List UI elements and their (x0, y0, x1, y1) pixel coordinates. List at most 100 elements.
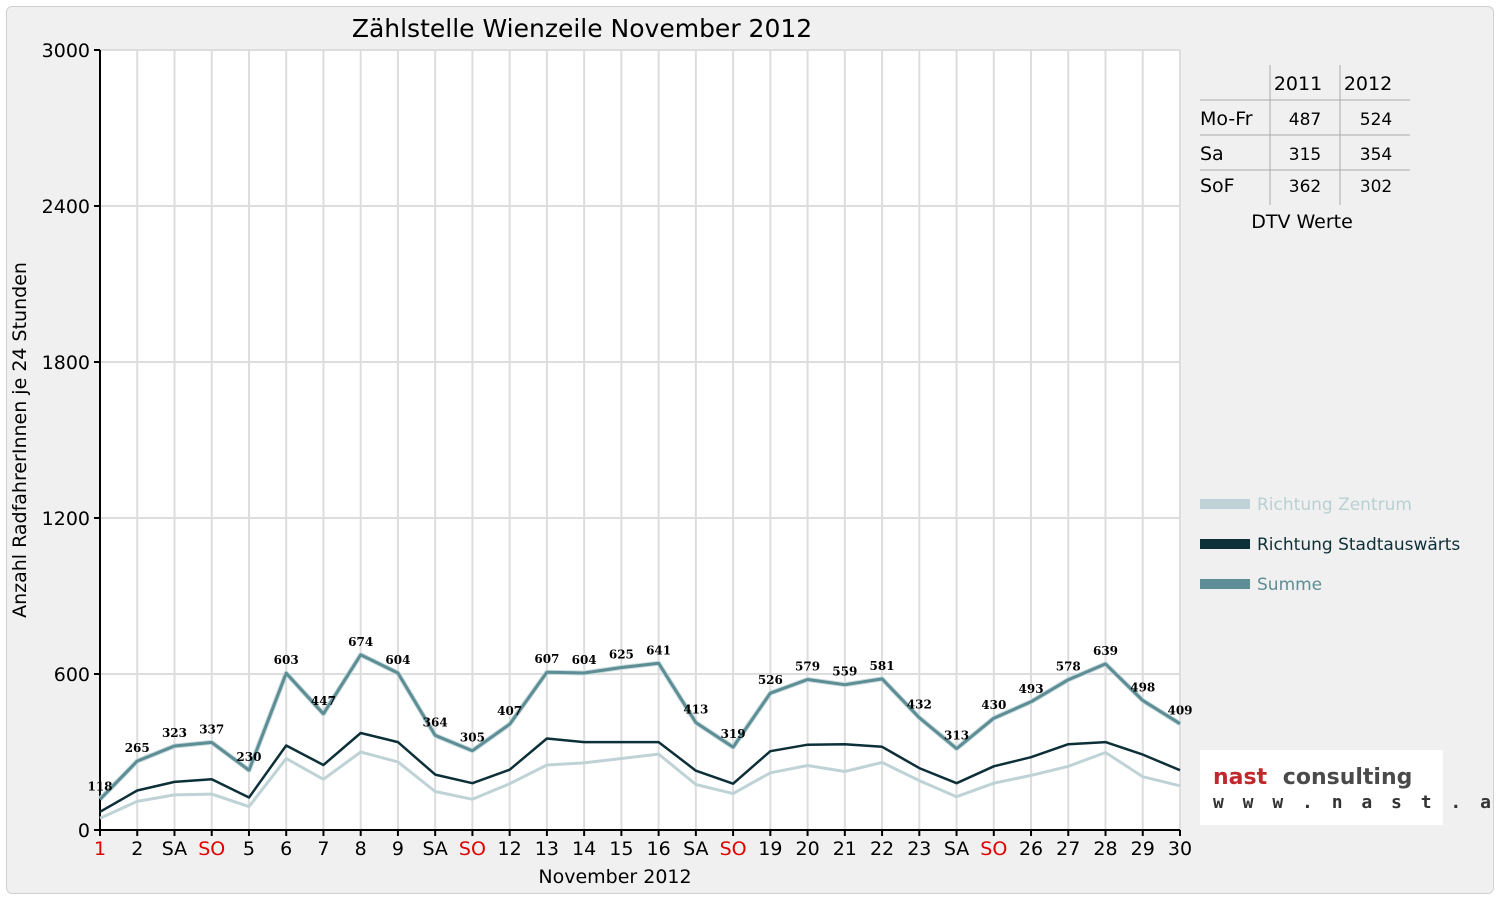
x-tick-label: 23 (907, 838, 931, 860)
data-label: 604 (385, 653, 410, 667)
x-tick-label: 6 (280, 838, 292, 860)
y-tick-label: 1800 (42, 352, 90, 374)
series-line-2 (99, 731, 1181, 813)
data-label: 607 (534, 652, 559, 666)
x-tick-label: SO (720, 838, 747, 860)
x-tick-label: SA (162, 838, 187, 860)
x-tick-label: 21 (833, 838, 857, 860)
nast-consulting-logo: nast consulting w w w . n a s t . a t (1200, 750, 1500, 825)
dtv-col-2011: 2011 (1274, 73, 1322, 95)
x-tick-label: 12 (498, 838, 522, 860)
series-lines (98, 652, 1182, 820)
dtv-cell: 487 (1289, 110, 1321, 130)
legend-swatch (1200, 579, 1250, 589)
dtv-row-label: Sa (1200, 143, 1224, 165)
x-tick-label: 8 (355, 838, 367, 860)
legend-label: Richtung Zentrum (1257, 495, 1412, 515)
dtv-table: 2011 2012 Mo-Fr 487 524 Sa 315 354 SoF 3… (1200, 65, 1410, 233)
x-tick-label: 30 (1168, 838, 1192, 860)
x-tick-label: SA (944, 838, 969, 860)
dtv-col-2012: 2012 (1344, 73, 1392, 95)
logo-word-consulting: consulting (1283, 765, 1413, 790)
data-label: 313 (944, 729, 969, 743)
data-label: 498 (1130, 681, 1155, 695)
data-label: 641 (646, 643, 671, 657)
x-tick-label: 13 (535, 838, 559, 860)
data-label: 447 (311, 694, 336, 708)
data-label: 337 (199, 722, 224, 736)
dtv-row-label: Mo-Fr (1200, 108, 1253, 130)
data-label: 409 (1167, 704, 1192, 718)
data-label: 493 (1019, 682, 1044, 696)
x-tick-label: 28 (1093, 838, 1117, 860)
dtv-cell: 302 (1360, 177, 1392, 197)
dtv-caption: DTV Werte (1251, 211, 1353, 233)
x-tick-label: 29 (1131, 838, 1155, 860)
x-tick-label: 19 (758, 838, 782, 860)
chart-title: Zählstelle Wienzeile November 2012 (352, 14, 812, 43)
x-tick-label: SO (198, 838, 225, 860)
legend-label: Richtung Stadtauswärts (1257, 535, 1460, 555)
x-axis-label: November 2012 (538, 866, 691, 888)
data-label: 364 (423, 715, 448, 729)
x-tick-label: 5 (243, 838, 255, 860)
data-label: 319 (721, 727, 746, 741)
series-line-1 (99, 750, 1181, 820)
data-label: 432 (907, 698, 932, 712)
legend-label: Summe (1257, 575, 1322, 595)
y-axis-label: Anzahl RadfahrerInnen je 24 Stunden (9, 262, 31, 618)
x-tick-label: 26 (1019, 838, 1043, 860)
legend: Richtung Zentrum Richtung Stadtauswärts Su… (1200, 495, 1460, 595)
x-tick-label: SO (459, 838, 486, 860)
data-label: 413 (683, 703, 708, 717)
data-label: 674 (348, 635, 373, 649)
dtv-cell: 354 (1360, 145, 1392, 165)
dtv-cell: 524 (1360, 110, 1392, 130)
data-label: 118 (87, 779, 112, 793)
x-tick-label: 20 (795, 838, 819, 860)
data-label: 579 (795, 659, 820, 673)
x-tick-label: 27 (1056, 838, 1080, 860)
data-label: 526 (758, 673, 783, 687)
svg-text:nast consulting: nast consulting (1213, 765, 1412, 790)
data-label: 625 (609, 648, 634, 662)
logo-word-nast: nast (1213, 765, 1268, 790)
data-label: 230 (236, 750, 261, 764)
dtv-row-label: SoF (1200, 175, 1235, 197)
x-tick-label: SA (422, 838, 447, 860)
data-label: 323 (162, 726, 187, 740)
plot-area (100, 50, 1180, 830)
y-tick-label: 3000 (42, 40, 90, 62)
data-labels: 118 265 323 337 230 603 447 674 604 364 305 407 607 6… (87, 635, 1192, 794)
x-tick-label: 16 (647, 838, 671, 860)
data-label: 603 (274, 653, 299, 667)
x-tick-label: 15 (609, 838, 633, 860)
legend-swatch (1200, 499, 1250, 509)
data-label: 265 (125, 741, 150, 755)
data-label: 581 (870, 659, 895, 673)
data-label: 305 (460, 731, 485, 745)
legend-swatch (1200, 539, 1250, 549)
y-tick-label: 1200 (42, 508, 90, 530)
y-tick-label: 0 (78, 820, 90, 842)
x-tick-label: 7 (317, 838, 329, 860)
x-tick-label: 14 (572, 838, 596, 860)
y-tick-label: 600 (54, 664, 90, 686)
y-tick-label: 2400 (42, 196, 90, 218)
x-tick-label: SA (683, 838, 708, 860)
series-line-3 (98, 653, 1181, 801)
dtv-cell: 315 (1289, 145, 1321, 165)
x-tick-label: 22 (870, 838, 894, 860)
data-label: 604 (572, 653, 597, 667)
x-tick-label: 2 (131, 838, 143, 860)
data-label: 430 (981, 698, 1006, 712)
x-tick-label: 1 (94, 838, 106, 860)
x-tick-label: SO (980, 838, 1007, 860)
data-label: 559 (832, 665, 857, 679)
data-label: 578 (1056, 660, 1081, 674)
data-label: 407 (497, 704, 522, 718)
x-tick-label: 9 (392, 838, 404, 860)
logo-url: w w w . n a s t . a t (1213, 792, 1500, 813)
